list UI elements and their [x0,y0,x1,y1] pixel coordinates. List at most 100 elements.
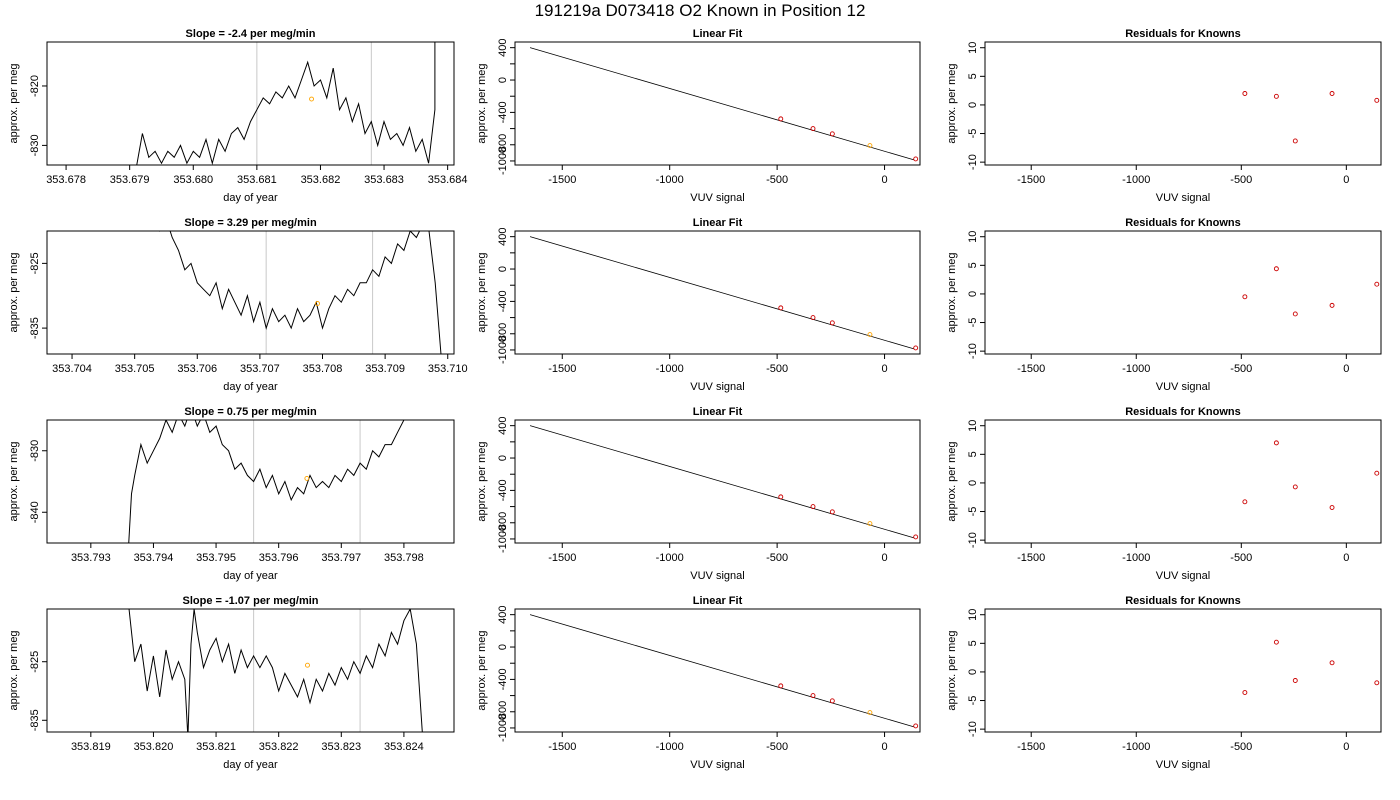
data-point [1273,93,1279,99]
highlight-point [315,301,320,306]
x-tick-label: 353.678 [46,174,86,186]
x-tick-label: 353.681 [237,174,277,186]
x-axis-label: VUV signal [690,570,744,582]
data-point [829,698,835,704]
y-tick-label: 400 [497,416,509,434]
y-tick-label: -830 [29,134,41,156]
x-tick-label: -1000 [1122,174,1150,186]
x-tick-label: 353.795 [196,552,236,564]
data-point [1329,302,1335,308]
x-tick-label: -500 [1230,552,1252,564]
series-line [128,420,405,543]
y-tick-label: -840 [29,501,41,523]
x-tick-label: 353.682 [301,174,341,186]
y-tick-label: -5 [967,318,979,328]
data-point [1273,639,1279,645]
y-tick-label: -800 [497,134,509,156]
x-axis-label: VUV signal [1156,381,1210,393]
y-axis-label: approx. per meg [476,441,488,521]
data-point [1292,678,1298,683]
panel-title: Linear Fit [693,406,743,418]
x-tick-label: -500 [1230,363,1252,375]
x-tick-label: -1500 [1017,363,1045,375]
x-tick-label: 353.797 [321,552,361,564]
panel-title: Residuals for Knowns [1125,217,1241,229]
x-tick-label: 0 [881,552,887,564]
series-line [147,231,442,354]
data-point [1273,266,1279,272]
x-tick-label: 353.704 [52,363,92,375]
panel-title: Linear Fit [693,217,743,229]
x-tick-label: 353.709 [365,363,405,375]
x-axis-label: day of year [223,570,278,582]
y-tick-label: 400 [497,227,509,245]
data-point [810,504,816,510]
y-tick-label: -825 [29,651,41,673]
x-tick-label: -1000 [1122,552,1150,564]
x-tick-label: 353.679 [110,174,150,186]
x-tick-label: 0 [881,363,887,375]
data-point [1242,91,1248,96]
y-tick-label: 0 [497,266,509,272]
panel-12: Residuals for Knowns -1500 -1000 -500 0 -10 -5… [946,595,1382,771]
x-tick-label: 0 [881,741,887,753]
plot-frame [514,230,921,355]
data-point [913,534,919,540]
plot-area [147,231,442,354]
x-tick-label: -1500 [1017,741,1045,753]
panel-title: Slope = 0.75 per meg/min [184,406,317,418]
plot-area [1242,266,1380,317]
x-tick-label: -1000 [656,363,684,375]
y-tick-label: 400 [497,38,509,56]
panel-title: Slope = -1.07 per meg/min [182,595,318,607]
x-tick-label: 0 [1343,363,1349,375]
panel-title: Linear Fit [693,28,743,40]
panel-11: Linear Fit-1500 -1000 -500 0-1000-800-40004… [476,595,921,771]
figure-title: 191219a D073418 O2 Known in Position 12 [534,1,866,20]
x-tick-label: -500 [1230,741,1252,753]
panel-title: Residuals for Knowns [1125,406,1241,418]
x-tick-label: 353.708 [303,363,343,375]
y-tick-label: 400 [497,605,509,623]
x-axis-label: day of year [223,381,278,393]
y-tick-label: 5 [967,451,979,457]
highlight-point [305,662,310,668]
data-point [810,126,816,132]
x-tick-label: 353.705 [115,363,155,375]
data-point [1374,470,1380,476]
data-point [778,116,784,122]
plot-area [136,42,436,165]
highlight-point [867,332,873,338]
data-point [778,494,784,500]
data-point [1242,499,1248,505]
panel-6: Residuals for Knowns -1500 -1000 -500 0 -10 -5… [946,217,1382,393]
panel-2: Linear Fit-1500 -1000 -500 0-1000-800-40004… [476,28,921,204]
plot-frame [984,419,1382,544]
y-axis-label: approx. per meg [946,63,958,143]
x-tick-label: 0 [1343,741,1349,753]
x-axis-label: VUV signal [690,381,744,393]
series-line [128,609,423,732]
panel-title: Slope = -2.4 per meg/min [186,28,316,40]
x-tick-label: -1500 [548,174,576,186]
plot-area [529,425,919,540]
y-tick-label: -835 [29,317,41,339]
x-tick-label: 353.710 [428,363,468,375]
y-tick-label: 0 [967,669,979,675]
panel-10: Slope = -1.07 per meg/min 353.819 353.820 3… [8,595,455,771]
y-tick-label: 10 [967,420,979,432]
x-tick-label: -1500 [1017,552,1045,564]
x-axis-label: VUV signal [690,759,744,771]
data-point [1273,440,1279,446]
data-point [778,683,784,689]
y-tick-label: -820 [29,75,41,97]
plot-area [529,236,919,351]
data-point [1242,690,1248,695]
panel-1: Slope = -2.4 per meg/min 353.678 353.679 35… [8,28,468,204]
y-tick-label: -1000 [497,714,509,742]
y-tick-label: 0 [967,291,979,297]
plot-frame [46,419,455,544]
fit-line [529,425,914,539]
plot-area [128,609,423,732]
y-tick-label: 5 [967,73,979,79]
